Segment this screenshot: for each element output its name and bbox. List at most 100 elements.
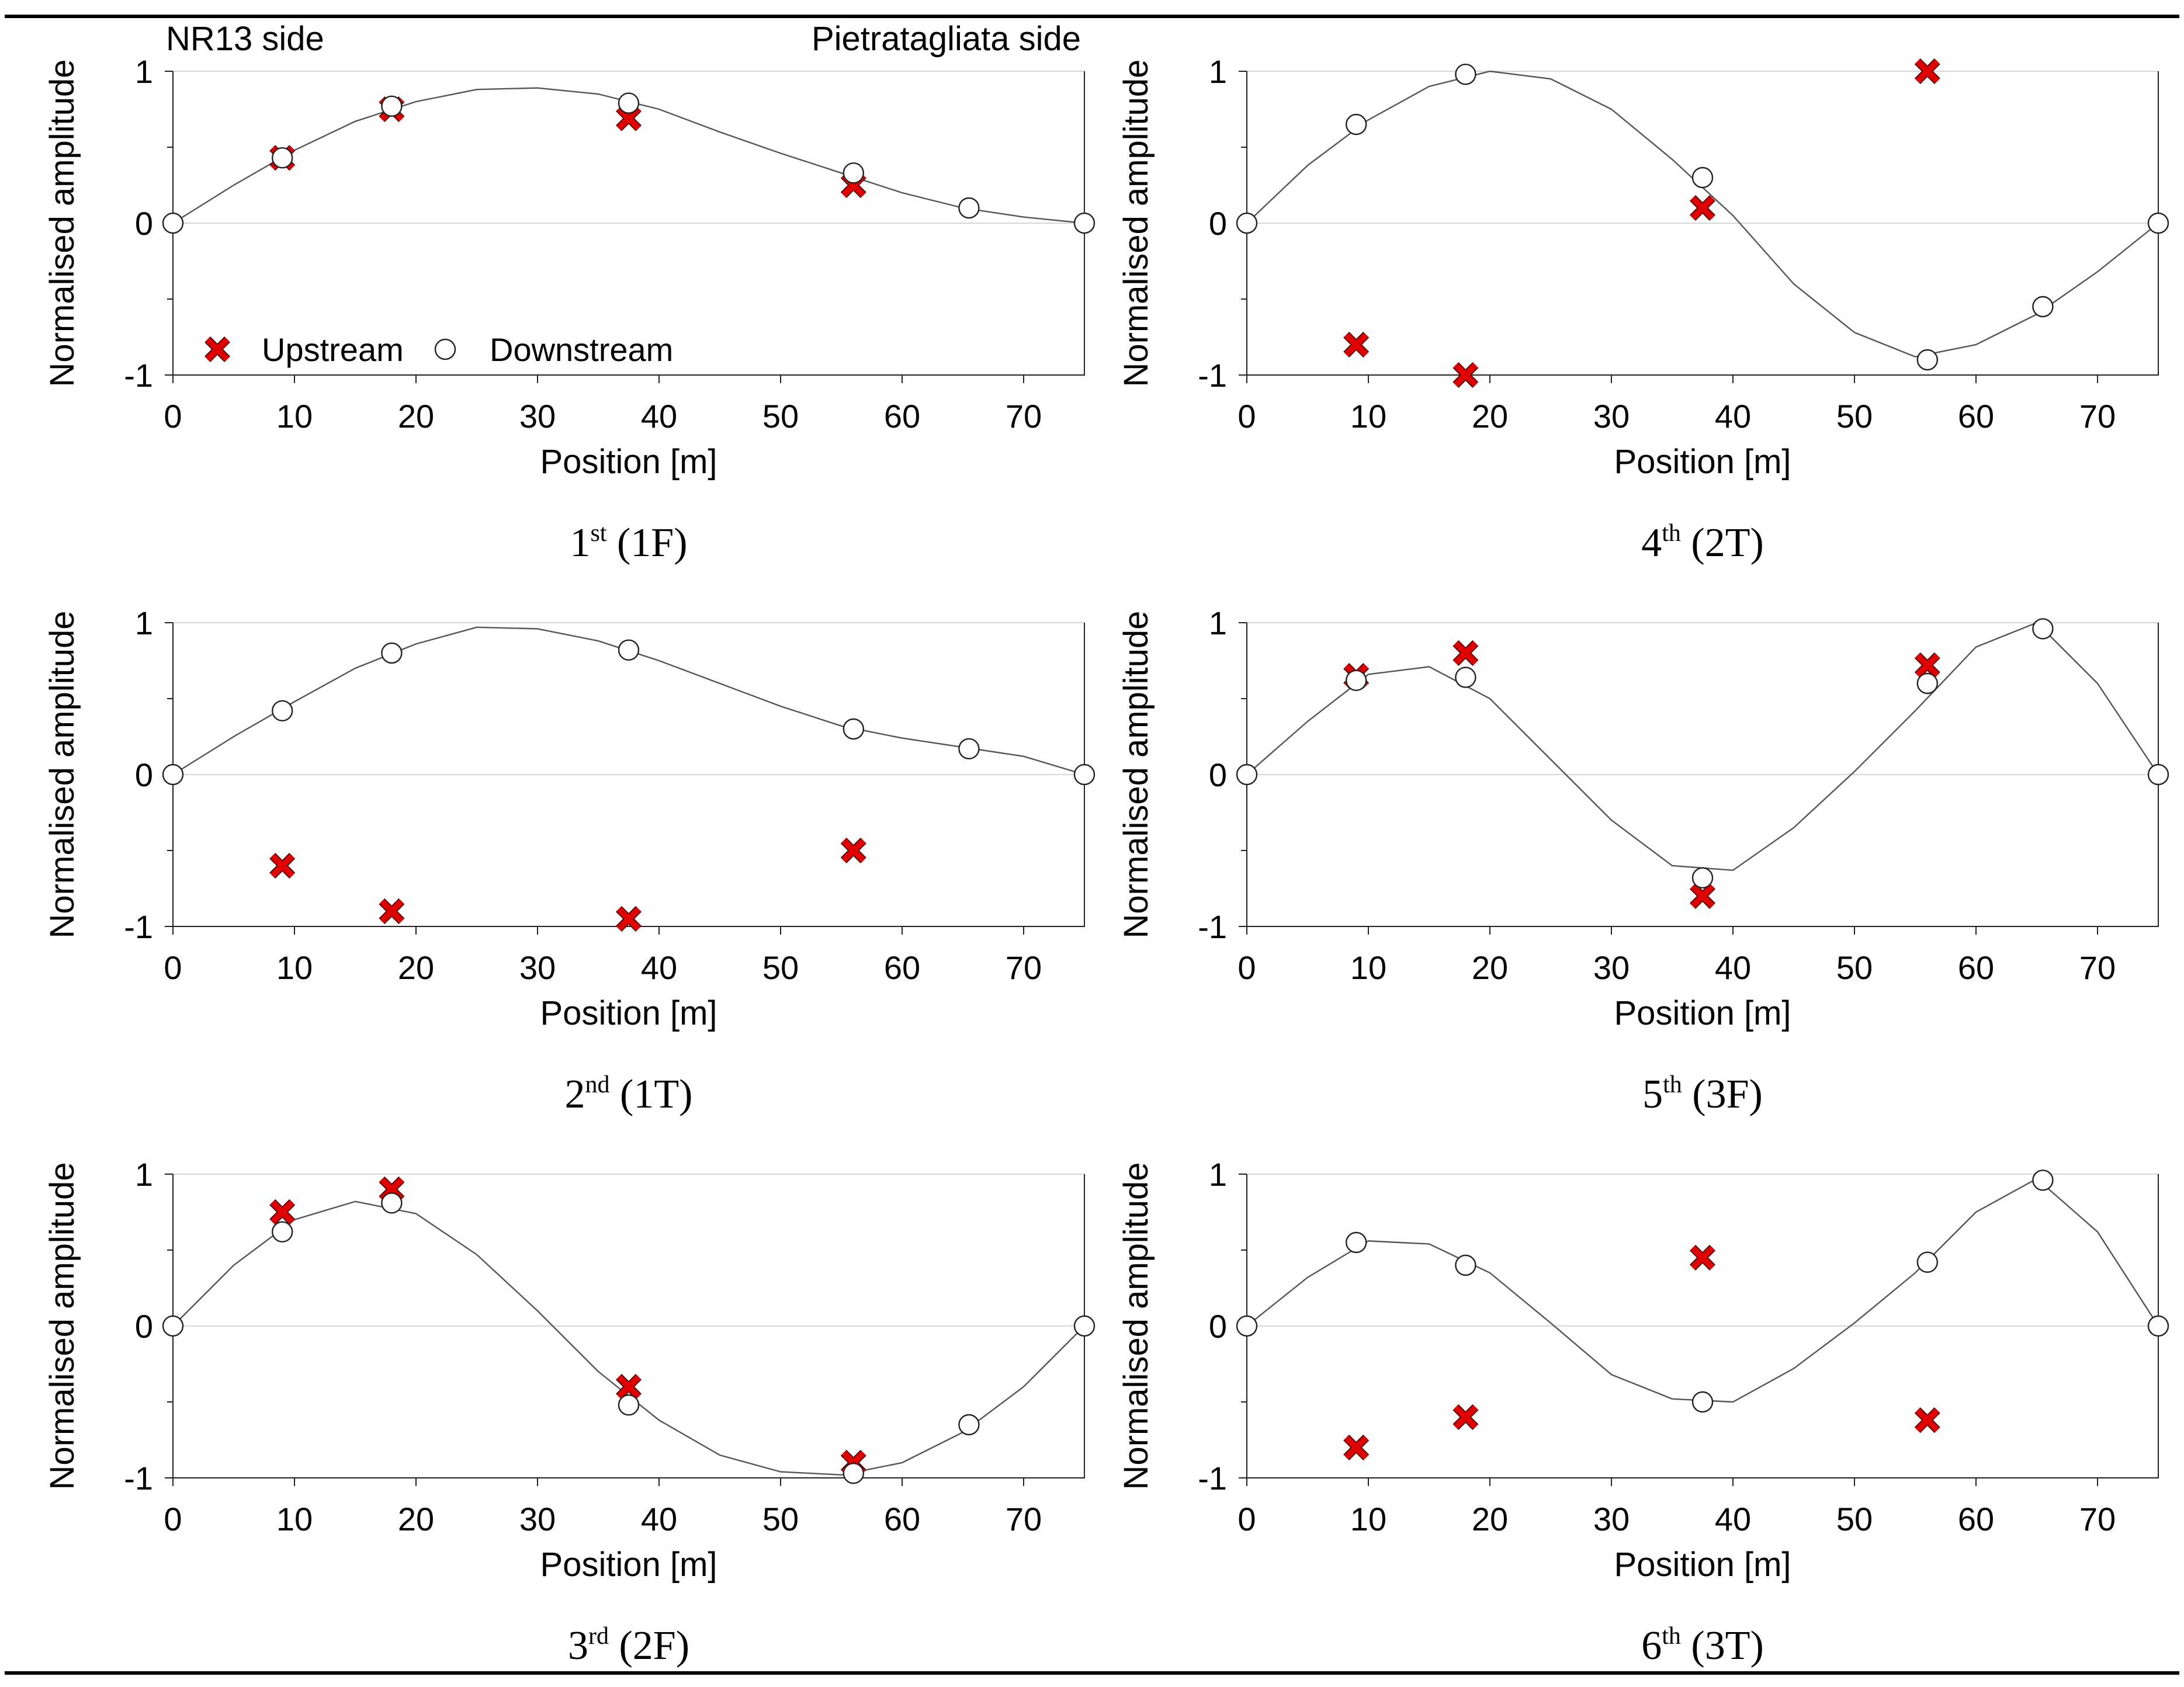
panel-caption: 3rd (2F) bbox=[568, 1623, 689, 1668]
downstream-point bbox=[2147, 1315, 2169, 1337]
x-tick-label: 20 bbox=[398, 1501, 434, 1537]
x-tick-label: 10 bbox=[1350, 949, 1386, 986]
x-axis-label: Position [m] bbox=[1614, 994, 1791, 1032]
x-tick-label: 20 bbox=[398, 949, 434, 986]
x-tick-label: 50 bbox=[762, 398, 799, 435]
y-tick-label: 0 bbox=[1209, 1308, 1227, 1345]
upstream-point bbox=[1914, 58, 1940, 84]
downstream-point bbox=[1691, 1391, 1714, 1413]
downstream-point bbox=[1916, 672, 1939, 695]
upstream-point bbox=[1914, 652, 1940, 678]
y-axis-label: Normalised amplitude bbox=[43, 60, 81, 387]
downstream-point bbox=[1916, 1251, 1939, 1273]
legend: Upstream Downstream bbox=[204, 331, 673, 368]
downstream-point bbox=[843, 718, 865, 740]
x-tick-label: 60 bbox=[884, 949, 920, 986]
x-tick-label: 20 bbox=[1472, 949, 1508, 986]
downstream-point bbox=[843, 1462, 865, 1484]
y-tick-label: -1 bbox=[1198, 908, 1227, 945]
legend-downstream-label: Downstream bbox=[490, 331, 673, 368]
y-axis-label: Normalised amplitude bbox=[1117, 1162, 1155, 1490]
upstream-point bbox=[1690, 883, 1715, 909]
legend-downstream-marker bbox=[434, 338, 456, 360]
x-tick-label: 50 bbox=[762, 949, 799, 986]
downstream-point bbox=[2032, 296, 2054, 318]
downstream-point bbox=[2147, 212, 2169, 234]
x-tick-label: 20 bbox=[1472, 398, 1508, 435]
downstream-point bbox=[1073, 763, 1096, 786]
downstream-point bbox=[162, 1315, 184, 1337]
downstream-point bbox=[1236, 212, 1258, 234]
downstream-point bbox=[1455, 63, 1476, 85]
downstream-point bbox=[162, 212, 184, 234]
panel-caption: 6th (3T) bbox=[1641, 1623, 1764, 1668]
panel-caption: 5th (3F) bbox=[1642, 1071, 1763, 1117]
downstream-point bbox=[2032, 1169, 2054, 1191]
downstream-point bbox=[1073, 1315, 1096, 1337]
y-tick-label: 0 bbox=[135, 1308, 153, 1345]
y-tick-label: -1 bbox=[124, 357, 153, 394]
x-tick-label: 50 bbox=[1836, 398, 1873, 435]
upstream-point bbox=[1452, 1404, 1479, 1430]
x-axis-label: Position [m] bbox=[1614, 1546, 1791, 1584]
downstream-point bbox=[1345, 669, 1367, 692]
x-tick-label: 0 bbox=[164, 1501, 182, 1537]
downstream-point bbox=[958, 1414, 980, 1436]
x-tick-label: 10 bbox=[276, 949, 313, 986]
x-tick-label: 0 bbox=[1237, 398, 1256, 435]
y-tick-label: 0 bbox=[1209, 205, 1227, 242]
x-tick-label: 60 bbox=[1958, 398, 1994, 435]
upstream-point bbox=[616, 906, 642, 932]
downstream-point bbox=[381, 1192, 403, 1214]
downstream-point bbox=[272, 147, 293, 169]
downstream-point bbox=[162, 763, 184, 786]
downstream-point bbox=[843, 162, 865, 184]
x-tick-label: 30 bbox=[1593, 398, 1630, 435]
x-tick-label: 40 bbox=[641, 949, 677, 986]
y-axis-label: Normalised amplitude bbox=[43, 611, 81, 939]
x-tick-label: 70 bbox=[2079, 1501, 2116, 1537]
upstream-point bbox=[1343, 1435, 1370, 1460]
downstream-point bbox=[272, 700, 293, 722]
y-tick-label: -1 bbox=[1198, 1460, 1227, 1497]
x-tick-label: 40 bbox=[641, 398, 677, 435]
legend-upstream-label: Upstream bbox=[262, 331, 404, 368]
x-tick-label: 40 bbox=[1715, 1501, 1751, 1537]
y-tick-label: -1 bbox=[124, 908, 153, 945]
x-axis-label: Position [m] bbox=[1614, 443, 1791, 481]
upstream-point bbox=[1690, 195, 1715, 221]
panel-caption: 1st (1F) bbox=[570, 520, 687, 565]
downstream-point bbox=[1455, 1254, 1476, 1276]
x-tick-label: 20 bbox=[398, 398, 434, 435]
mode-shape-curve bbox=[1246, 622, 2159, 872]
mode-shape-curve bbox=[1246, 70, 2159, 358]
downstream-point bbox=[1916, 349, 1939, 371]
y-tick-label: 1 bbox=[135, 53, 153, 90]
upstream-point bbox=[379, 898, 405, 924]
y-tick-label: 0 bbox=[135, 756, 153, 793]
downstream-point bbox=[1236, 1315, 1258, 1337]
upstream-point bbox=[840, 838, 866, 863]
left-side-label: NR13 side bbox=[166, 20, 324, 58]
x-tick-label: 40 bbox=[1715, 949, 1751, 986]
upstream-point bbox=[269, 1199, 296, 1225]
x-tick-label: 10 bbox=[1350, 398, 1386, 435]
y-tick-label: 1 bbox=[1209, 605, 1227, 641]
x-tick-label: 30 bbox=[519, 949, 556, 986]
upstream-point bbox=[1452, 640, 1479, 666]
x-tick-label: 30 bbox=[519, 398, 556, 435]
x-tick-label: 70 bbox=[2079, 398, 2116, 435]
y-axis-label: Normalised amplitude bbox=[1117, 60, 1155, 387]
downstream-point bbox=[272, 1221, 293, 1243]
x-axis-label: Position [m] bbox=[540, 1546, 717, 1584]
x-tick-label: 0 bbox=[1237, 1501, 1256, 1537]
x-tick-label: 10 bbox=[276, 1501, 313, 1537]
downstream-point bbox=[618, 92, 640, 114]
downstream-point bbox=[381, 95, 403, 117]
downstream-point bbox=[381, 642, 403, 664]
x-tick-label: 0 bbox=[1237, 949, 1256, 986]
x-tick-label: 50 bbox=[762, 1501, 799, 1537]
x-tick-label: 70 bbox=[1006, 1501, 1042, 1537]
